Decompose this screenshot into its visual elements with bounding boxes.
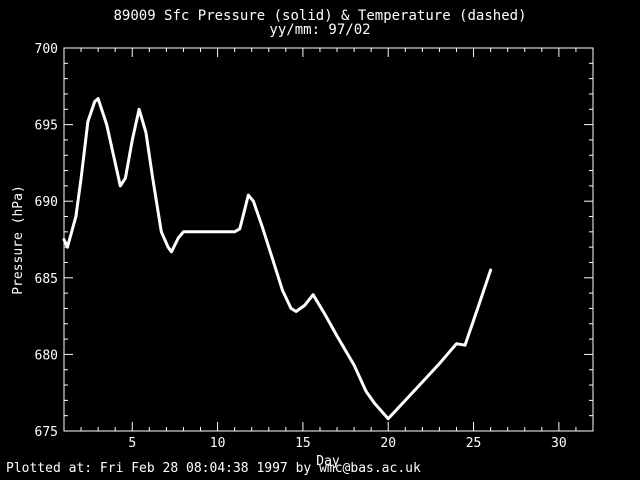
y-tick-label: 675 [35, 425, 58, 440]
pressure-series-line [62, 97, 493, 421]
x-tick-label: 10 [210, 436, 226, 451]
y-tick-label: 680 [35, 348, 58, 363]
x-tick-label: 30 [551, 436, 567, 451]
x-tick-label: 25 [466, 436, 482, 451]
y-axis-label: Pressure (hPa) [11, 185, 26, 295]
x-tick-label: 20 [380, 436, 396, 451]
y-tick-label: 690 [35, 195, 58, 210]
x-axis-label: Day [316, 454, 340, 469]
plot-footer: Plotted at: Fri Feb 28 08:04:38 1997 by … [6, 461, 421, 476]
x-tick-label: 15 [295, 436, 311, 451]
x-tick-label: 5 [128, 436, 136, 451]
y-tick-label: 700 [35, 42, 58, 57]
y-tick-label: 685 [35, 272, 58, 287]
chart-subtitle: yy/mm: 97/02 [269, 22, 371, 38]
plot-frame [63, 47, 594, 432]
y-tick-label: 695 [35, 119, 58, 134]
chart-title: 89009 Sfc Pressure (solid) & Temperature… [113, 8, 527, 24]
